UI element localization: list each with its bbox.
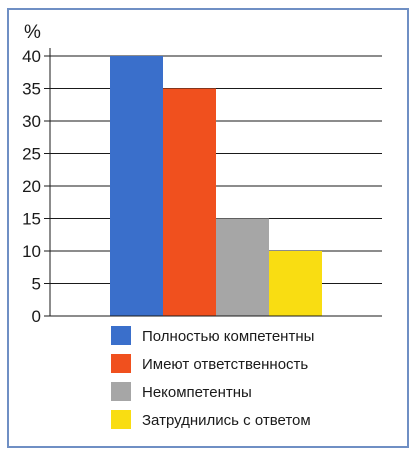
- legend-swatch-1: [111, 326, 131, 345]
- legend: Полностью компетентны Имеют ответственнос…: [111, 326, 314, 429]
- legend-swatch-2: [111, 354, 131, 373]
- y-tick-label: 15: [22, 210, 41, 229]
- legend-label-2: Имеют ответственность: [142, 356, 308, 373]
- legend-swatch-4: [111, 410, 131, 429]
- legend-label-4: Затруднились с ответом: [142, 412, 311, 429]
- legend-swatch-3: [111, 382, 131, 401]
- bars: [110, 56, 322, 316]
- bar-4: [269, 251, 322, 316]
- chart-frame: % 0 5 10 15 20 25 30 35 40 Полностью компетентны…: [7, 8, 409, 448]
- y-tick-label: 20: [22, 177, 41, 196]
- y-tick-label: 25: [22, 145, 41, 164]
- y-tick-label: 10: [22, 242, 41, 261]
- y-tick-label: 0: [32, 307, 41, 326]
- y-tick-label: 5: [32, 275, 41, 294]
- legend-label-1: Полностью компетентны: [142, 328, 314, 345]
- y-tick-label: 35: [22, 80, 41, 99]
- y-axis-ticks: 0 5 10 15 20 25 30 35 40: [22, 47, 50, 326]
- bar-1: [110, 56, 163, 316]
- legend-label-3: Некомпетентны: [142, 384, 252, 401]
- y-unit-label: %: [24, 22, 41, 43]
- y-tick-label: 30: [22, 112, 41, 131]
- bar-chart: % 0 5 10 15 20 25 30 35 40 Полностью компетентны…: [22, 22, 382, 429]
- y-tick-label: 40: [22, 47, 41, 66]
- bar-3: [216, 218, 269, 316]
- bar-2: [163, 88, 216, 316]
